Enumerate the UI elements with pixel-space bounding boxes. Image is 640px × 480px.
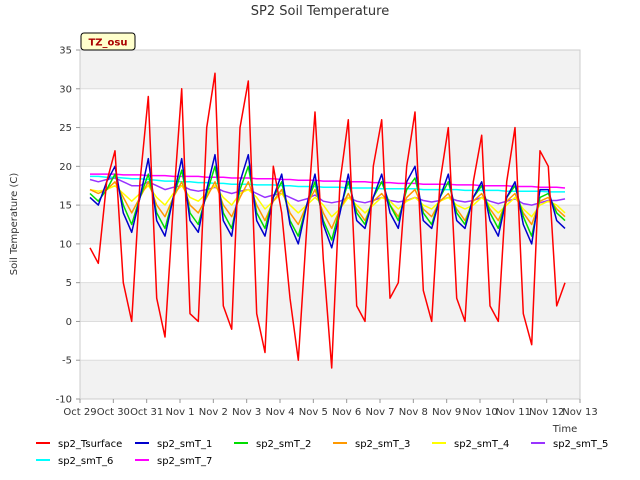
background-band: [80, 360, 580, 399]
x-tick-label: Nov 7: [365, 407, 394, 418]
legend-label: sp2_smT_3: [355, 439, 410, 450]
site-badge-label: TZ_osu: [88, 38, 127, 49]
legend: sp2_Tsurface sp2_smT_1 sp2_smT_2 sp2_smT_3 s…: [36, 439, 608, 467]
x-tick-label: Oct 29: [63, 407, 96, 418]
series-line-sp2_smT_6: [90, 175, 565, 193]
background-band: [80, 282, 580, 322]
series-line-sp2_Tsurface: [89, 72, 566, 369]
chart-title: SP2 Soil Temperature: [251, 4, 389, 19]
y-tick-label: 15: [59, 201, 72, 212]
y-tick-label: 0: [66, 317, 72, 328]
y-tick-label: 25: [59, 123, 72, 134]
y-axis-label: Soil Temperature (C): [9, 173, 20, 276]
y-tick-label: -5: [62, 356, 72, 367]
legend-label: sp2_smT_5: [553, 439, 608, 450]
legend-item-sp2_smT_4: sp2_smT_4: [432, 439, 509, 450]
y-tick-label: 20: [59, 162, 72, 173]
series-line-sp2_smT_1: [89, 153, 566, 249]
x-tick-label: Nov 6: [332, 407, 361, 418]
site-badge-box: [80, 32, 136, 51]
legend-label: sp2_smT_6: [58, 456, 113, 467]
background-band: [80, 127, 580, 167]
legend-item-sp2_smT_7: sp2_smT_7: [135, 456, 212, 467]
background-bands: [80, 50, 580, 399]
x-tick-label: Oct 30: [97, 407, 130, 418]
x-tick-label: Nov 11: [496, 407, 531, 418]
y-tick-label: 5: [66, 278, 72, 289]
legend-item-sp2_smT_6: sp2_smT_6: [36, 456, 113, 467]
legend-item-sp2_smT_1: sp2_smT_1: [135, 439, 212, 450]
x-tick-label: Nov 5: [299, 407, 328, 418]
legend-label: sp2_smT_1: [157, 439, 212, 450]
legend-label: sp2_smT_2: [256, 439, 311, 450]
y-tick-label: 10: [59, 239, 72, 250]
x-axis-ticks: Oct 29 Oct 30 Oct 31 Nov 1 Nov 2 Nov 3 Nov 4 No…: [63, 399, 598, 418]
legend-item-sp2_smT_3: sp2_smT_3: [333, 439, 410, 450]
x-tick-label: Nov 8: [399, 407, 428, 418]
background-band: [80, 50, 580, 89]
legend-label: sp2_Tsurface: [58, 439, 122, 450]
x-tick-label: Oct 31: [130, 407, 163, 418]
y-tick-label: 35: [59, 46, 72, 57]
site-badge: TZ_osu: [80, 32, 136, 51]
legend-item-sp2_smT_5: sp2_smT_5: [531, 439, 608, 450]
x-axis-label: Time: [552, 424, 577, 435]
x-tick-label: Nov 9: [432, 407, 461, 418]
x-tick-label: Nov 13: [562, 407, 597, 418]
legend-item-sp2_Tsurface: sp2_Tsurface: [36, 439, 122, 450]
x-tick-label: Nov 10: [462, 407, 497, 418]
x-tick-label: Nov 1: [165, 407, 194, 418]
plot-frame: [79, 49, 581, 400]
y-tick-label: -10: [56, 395, 72, 406]
legend-label: sp2_smT_4: [454, 439, 509, 450]
y-axis-ticks: -10 -5 0 5 10 15 20 25 30 35: [56, 46, 80, 406]
x-tick-label: Nov 12: [529, 407, 564, 418]
legend-label: sp2_smT_7: [157, 456, 212, 467]
x-tick-label: Nov 3: [232, 407, 261, 418]
legend-item-sp2_smT_2: sp2_smT_2: [234, 439, 311, 450]
x-tick-label: Nov 2: [199, 407, 228, 418]
y-tick-label: 30: [59, 84, 72, 95]
series-line-sp2_smT_7: [90, 173, 566, 189]
x-tick-label: Nov 4: [265, 407, 294, 418]
series-layer: [89, 72, 566, 369]
